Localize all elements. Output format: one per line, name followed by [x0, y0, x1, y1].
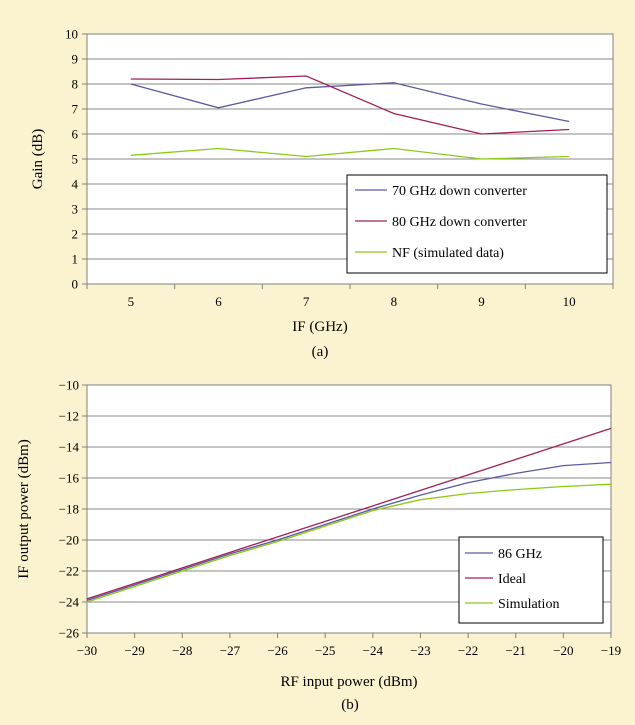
y-tick-label-a: 8 — [72, 77, 79, 92]
panel-label-a: (a) — [312, 344, 329, 360]
y-axis-label-a: Gain (dB) — [30, 129, 46, 189]
legend-label-simulation: Simulation — [498, 597, 559, 612]
y-tick-labels-b: −26 −24 −22 −20 −18 −16 −14 −12 −10 — [59, 378, 87, 641]
x-tick-labels-b: −30 −29 −28 −27 −26 −25 −24 −23 −22 −21 −20 −19 — [77, 633, 621, 658]
x-tick-label-b: −22 — [458, 643, 478, 658]
y-tick-label-b: −14 — [59, 440, 80, 455]
y-tick-label-b: −20 — [59, 533, 79, 548]
y-tick-label-b: −12 — [59, 409, 79, 424]
x-tick-labels-a: 5 6 7 8 9 10 — [86, 284, 614, 309]
y-tick-label-a: 5 — [72, 152, 79, 167]
series-line-86ghz — [86, 461, 612, 602]
series-line-ideal — [86, 427, 612, 600]
x-tick-label-a: 5 — [128, 294, 135, 309]
x-tick-label-b: −21 — [506, 643, 526, 658]
x-tick-label-b: −29 — [124, 643, 144, 658]
series-line-80ghz — [130, 75, 570, 135]
legend-b: 86 GHz Ideal Simulation — [458, 536, 604, 624]
x-tick-label-b: −19 — [601, 643, 621, 658]
y-tick-label-a: 9 — [72, 52, 79, 67]
series-line-70ghz — [130, 82, 570, 123]
legend-label-80ghz: 80 GHz down converter — [392, 215, 527, 230]
x-tick-label-b: −20 — [553, 643, 573, 658]
y-tick-label-a: 10 — [65, 27, 78, 42]
series-line-nf — [130, 147, 570, 160]
x-tick-label-a: 7 — [303, 294, 310, 309]
legend-label-nf: NF (simulated data) — [392, 246, 504, 261]
y-axis-label-b: IF output power (dBm) — [16, 439, 32, 579]
x-tick-label-a: 6 — [215, 294, 222, 309]
x-tick-label-b: −26 — [267, 643, 288, 658]
y-tick-label-b: −16 — [59, 471, 80, 486]
y-tick-label-a: 6 — [72, 127, 79, 142]
series-lines-a — [130, 75, 570, 160]
x-tick-label-b: −23 — [410, 643, 430, 658]
legend-label-86ghz: 86 GHz — [498, 547, 542, 562]
legend-box-a — [346, 174, 608, 274]
y-tick-label-a: 7 — [72, 102, 79, 117]
x-tick-label-b: −27 — [220, 643, 241, 658]
legend-box-b — [458, 536, 604, 624]
y-tick-label-b: −26 — [59, 626, 80, 641]
x-axis-label-b: RF input power (dBm) — [280, 674, 417, 690]
legend-a: 70 GHz down converter 80 GHz down conver… — [346, 174, 608, 274]
series-line-simulation — [86, 483, 612, 603]
x-tick-label-b: −24 — [363, 643, 384, 658]
series-lines-b — [86, 427, 612, 603]
y-tick-label-a: 1 — [72, 252, 79, 267]
y-tick-labels-a: 0 1 2 3 4 5 6 7 8 9 10 — [65, 27, 87, 292]
x-axis-label-a: IF (GHz) — [292, 319, 347, 335]
x-tick-label-a: 9 — [478, 294, 485, 309]
x-tick-label-a: 10 — [563, 294, 576, 309]
y-tick-label-a: 4 — [72, 177, 79, 192]
y-tick-label-b: −18 — [59, 502, 79, 517]
y-tick-label-a: 3 — [72, 202, 79, 217]
y-tick-label-b: −24 — [59, 595, 80, 610]
y-tick-label-a: 0 — [72, 277, 79, 292]
x-tick-label-a: 8 — [391, 294, 398, 309]
panel-label-b: (b) — [341, 697, 359, 713]
x-tick-label-b: −25 — [315, 643, 335, 658]
x-tick-label-b: −28 — [172, 643, 192, 658]
x-tick-label-b: −30 — [77, 643, 97, 658]
legend-label-70ghz: 70 GHz down converter — [392, 184, 527, 199]
legend-label-ideal: Ideal — [498, 572, 526, 587]
y-tick-label-b: −10 — [59, 378, 79, 393]
y-tick-label-b: −22 — [59, 564, 79, 579]
y-tick-label-a: 2 — [72, 227, 79, 242]
chart-output-vs-input-power: −26 −24 −22 −20 −18 −16 −14 −12 −10 −30 −29 −28 −27… — [16, 378, 621, 714]
